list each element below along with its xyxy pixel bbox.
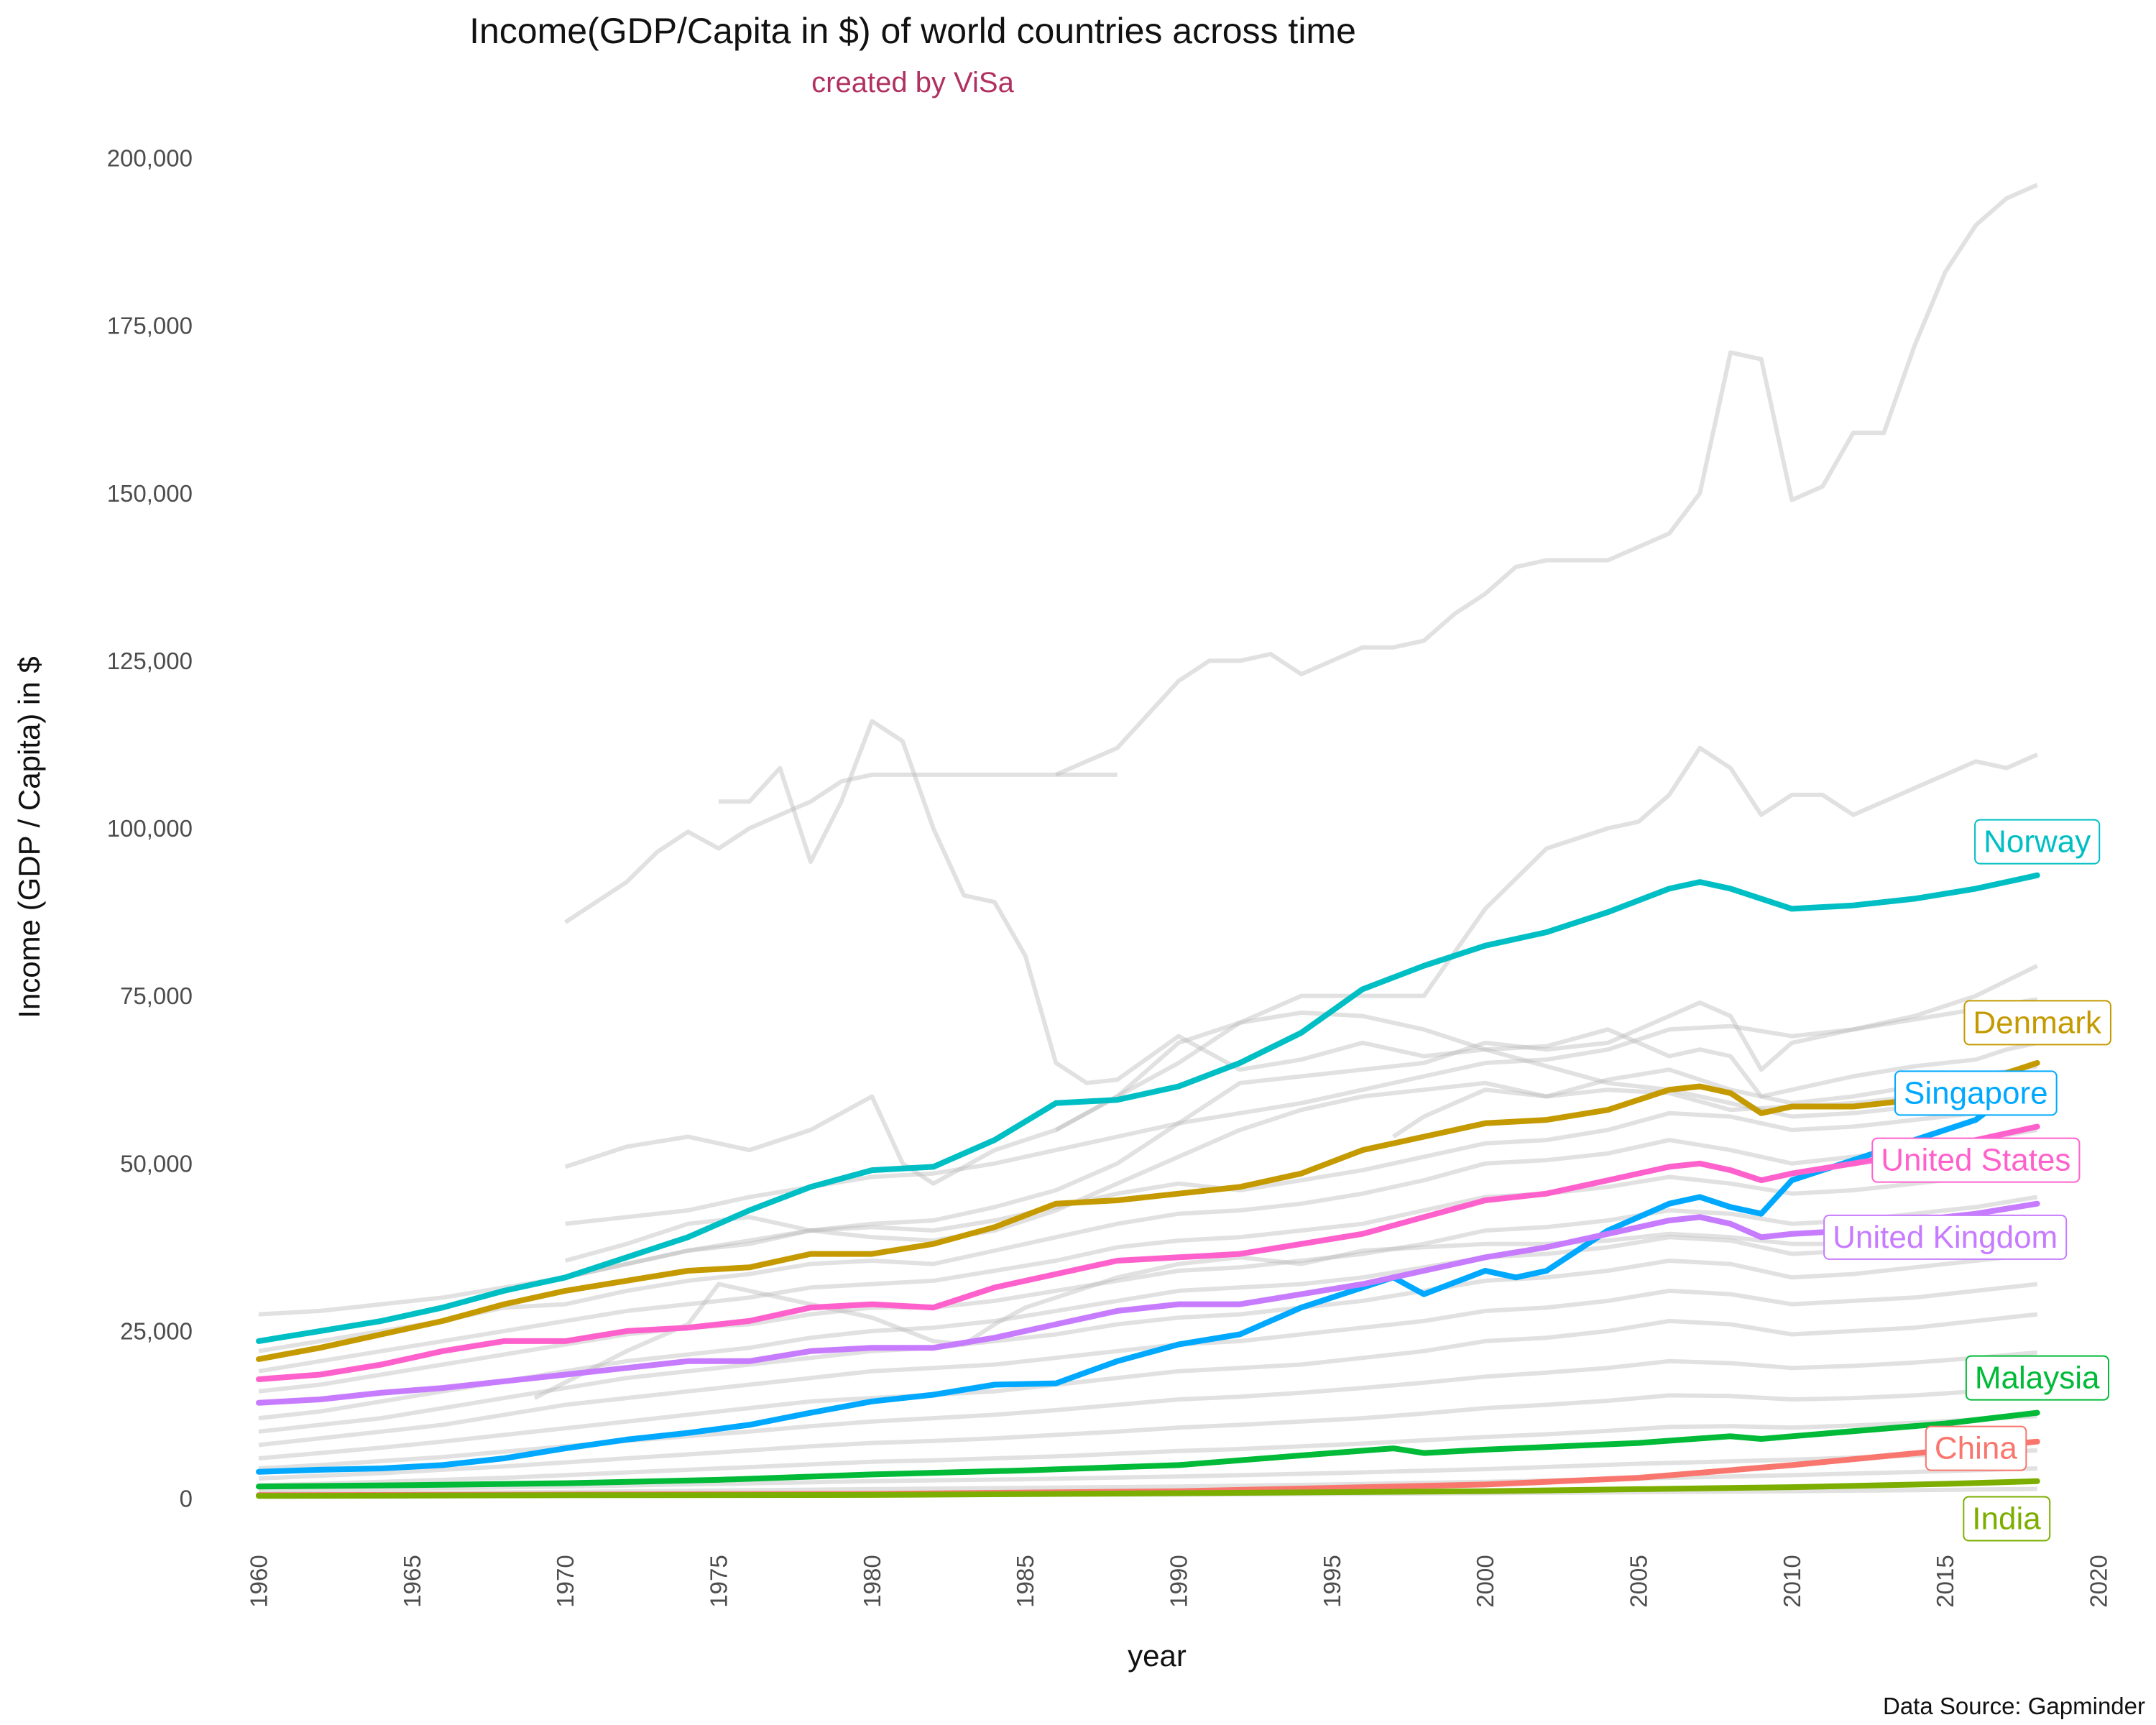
- norway-label: Norway: [1974, 819, 2101, 865]
- data-source-caption: Data Source: Gapminder: [1883, 1693, 2145, 1719]
- x-tick-label: 2010: [1779, 1555, 1805, 1607]
- chart-title: Income(GDP/Capita in $) of world countri…: [469, 11, 1356, 51]
- x-axis-ticks: 1960 1965 1970 1975 1980 1985 1990 1995 2000 2005…: [246, 1555, 2112, 1607]
- united-kingdom-label-box: [1823, 1214, 2068, 1260]
- malaysia-label-text: Malaysia: [1975, 1361, 2100, 1396]
- y-axis-title: Income (GDP / Capita) in $: [12, 656, 46, 1018]
- china-label: China: [1925, 1425, 2027, 1471]
- denmark-label-text: Denmark: [1973, 1005, 2101, 1040]
- x-axis-title: year: [1128, 1639, 1187, 1673]
- india-line: [256, 1478, 2040, 1499]
- india-label: India: [1963, 1496, 2051, 1542]
- y-tick-label: 150,000: [107, 480, 193, 507]
- india-label-box: [1963, 1496, 2051, 1542]
- y-tick-label: 200,000: [107, 145, 193, 172]
- singapore-label-box: [1894, 1070, 2058, 1116]
- y-tick-label: 75,000: [120, 983, 193, 1009]
- united-states-line: [256, 1123, 2040, 1382]
- x-tick-label: 2015: [1932, 1555, 1958, 1607]
- malaysia-label: Malaysia: [1965, 1355, 2109, 1401]
- background-line-10: [258, 1385, 2037, 1481]
- y-tick-label: 100,000: [107, 815, 193, 842]
- united-kingdom-label-text: United Kingdom: [1833, 1220, 2058, 1255]
- background-line-21: [719, 719, 2038, 1099]
- background-line-4: [258, 1195, 2038, 1394]
- background-line-7: [258, 1282, 2038, 1448]
- denmark-label-box: [1963, 1000, 2111, 1046]
- singapore-label: Singapore: [1894, 1070, 2058, 1116]
- norway-label-text: Norway: [1984, 824, 2091, 860]
- background-line-22: [1055, 183, 2038, 777]
- background-line-3: [258, 1164, 2038, 1374]
- background-line-20: [564, 772, 1118, 924]
- highlighted-country-lines: [256, 872, 2040, 1499]
- singapore-label-text: Singapore: [1904, 1075, 2048, 1110]
- united-states-label-text: United States: [1881, 1143, 2070, 1178]
- background-line-6: [258, 1251, 2038, 1434]
- x-tick-label: 1995: [1319, 1555, 1345, 1607]
- y-tick-label: 175,000: [107, 313, 193, 339]
- norway-label-box: [1974, 819, 2101, 865]
- x-tick-label: 2005: [1626, 1555, 1652, 1607]
- y-tick-label: 0: [180, 1486, 193, 1512]
- x-tick-label: 1965: [399, 1555, 425, 1607]
- united-states-label-box: [1871, 1137, 2081, 1183]
- background-line-12: [258, 1448, 2037, 1493]
- singapore-line: [256, 1093, 2040, 1475]
- united-states-label: United States: [1871, 1137, 2081, 1183]
- denmark-label: Denmark: [1963, 1000, 2111, 1046]
- malaysia-label-box: [1965, 1355, 2109, 1401]
- china-label-box: [1925, 1425, 2027, 1471]
- china-label-text: China: [1935, 1431, 2017, 1466]
- x-tick-label: 1960: [246, 1555, 272, 1607]
- x-tick-label: 1975: [706, 1555, 732, 1607]
- country-labels: Norway Denmark Singapore United States Unite…: [1823, 819, 2111, 1542]
- background-line-16: [564, 1064, 2038, 1263]
- background-line-17: [564, 1010, 2038, 1186]
- united-kingdom-label: United Kingdom: [1823, 1214, 2068, 1260]
- y-axis-ticks: 0 25,000 50,000 75,000 100,000 125,000 150,000…: [107, 145, 193, 1512]
- background-line-23: [1054, 745, 2038, 1132]
- background-line-18: [565, 1104, 2038, 1280]
- y-tick-label: 125,000: [107, 648, 193, 674]
- background-line-8: [258, 1312, 2038, 1460]
- x-tick-label: 2020: [2086, 1555, 2112, 1607]
- malaysia-line: [256, 1409, 2040, 1490]
- x-tick-label: 1980: [859, 1555, 885, 1607]
- y-tick-label: 25,000: [120, 1317, 193, 1344]
- background-line-1: [258, 964, 2039, 1317]
- x-tick-label: 2000: [1472, 1555, 1498, 1607]
- x-tick-label: 1990: [1166, 1555, 1192, 1607]
- chart-subtitle: created by ViSa: [811, 67, 1014, 98]
- denmark-line: [256, 1059, 2040, 1362]
- united-kingdom-line: [256, 1200, 2040, 1406]
- background-line-2: [258, 1128, 2038, 1353]
- x-tick-label: 1985: [1012, 1555, 1038, 1607]
- x-tick-label: 1970: [552, 1555, 579, 1607]
- norway-line: [256, 872, 2040, 1344]
- india-label-text: India: [1972, 1501, 2041, 1536]
- background-line-11: [258, 1414, 2037, 1488]
- y-tick-label: 50,000: [120, 1150, 193, 1177]
